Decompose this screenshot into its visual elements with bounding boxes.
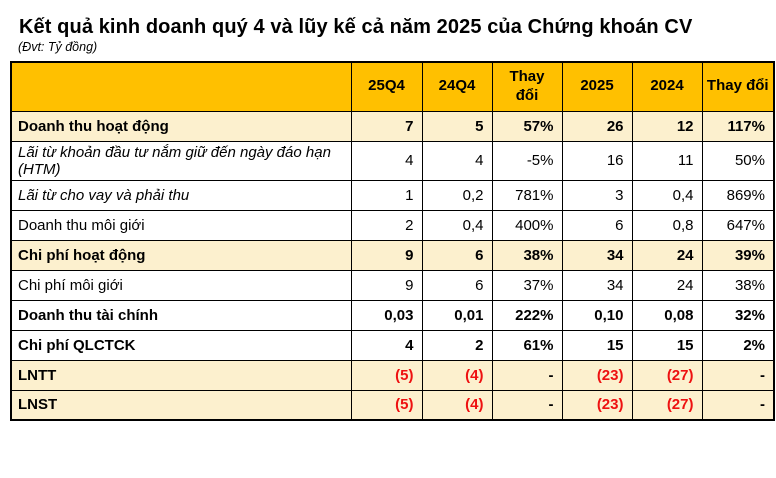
cell-value: 24	[631, 239, 703, 271]
cell-value: 32%	[701, 299, 775, 331]
cell-value: (27)	[631, 389, 703, 421]
cell-value: -5%	[491, 140, 563, 181]
row-label: Chi phí môi giới	[10, 269, 352, 301]
cell-value: -	[701, 359, 775, 391]
column-header-2024: 2024	[631, 61, 703, 112]
row-label: LNTT	[10, 359, 352, 391]
cell-value: 222%	[491, 299, 563, 331]
cell-value: 4	[350, 329, 423, 361]
table-header-row: 25Q4 24Q4 Thay đổi 2025 2024 Thay đổi	[10, 61, 775, 112]
table-row: LNTT (5) (4) - (23) (27) -	[10, 359, 775, 391]
cell-value: 6	[421, 269, 493, 301]
cell-value: 9	[350, 269, 423, 301]
row-label: Doanh thu môi giới	[10, 209, 352, 241]
cell-value: 117%	[701, 110, 775, 142]
cell-value: 0,10	[561, 299, 633, 331]
cell-value: (23)	[561, 359, 633, 391]
cell-value: 38%	[701, 269, 775, 301]
cell-value: -	[701, 389, 775, 421]
cell-value: 0,01	[421, 299, 493, 331]
cell-value: (4)	[421, 389, 493, 421]
cell-value: 2	[421, 329, 493, 361]
row-label: Doanh thu tài chính	[10, 299, 352, 331]
cell-value: 15	[631, 329, 703, 361]
table-row: Doanh thu tài chính 0,03 0,01 222% 0,10 …	[10, 299, 775, 331]
cell-value: 0,08	[631, 299, 703, 331]
row-label: Doanh thu hoạt động	[10, 110, 352, 142]
table-row: Lãi từ cho vay và phải thu 1 0,2 781% 3 …	[10, 179, 775, 211]
cell-value: 0,4	[421, 209, 493, 241]
cell-value: 781%	[491, 179, 563, 211]
table-row: Chi phí QLCTCK 4 2 61% 15 15 2%	[10, 329, 775, 361]
cell-value: (5)	[350, 389, 423, 421]
table-row: Chi phí môi giới 9 6 37% 34 24 38%	[10, 269, 775, 301]
cell-value: (27)	[631, 359, 703, 391]
cell-value: 0,03	[350, 299, 423, 331]
cell-value: 0,2	[421, 179, 493, 211]
cell-value: 50%	[701, 140, 775, 181]
cell-value: 39%	[701, 239, 775, 271]
cell-value: 57%	[491, 110, 563, 142]
cell-value: 0,4	[631, 179, 703, 211]
cell-value: 6	[561, 209, 633, 241]
cell-value: (5)	[350, 359, 423, 391]
cell-value: -	[491, 359, 563, 391]
cell-value: 3	[561, 179, 633, 211]
cell-value: 400%	[491, 209, 563, 241]
cell-value: 26	[561, 110, 633, 142]
cell-value: 61%	[491, 329, 563, 361]
cell-value: (4)	[421, 359, 493, 391]
column-header-2025: 2025	[561, 61, 633, 112]
cell-value: 37%	[491, 269, 563, 301]
cell-value: 12	[631, 110, 703, 142]
cell-value: (23)	[561, 389, 633, 421]
row-label: Lãi từ khoản đầu tư nắm giữ đến ngày đáo…	[10, 140, 352, 181]
column-header-change-y: Thay đổi	[701, 61, 775, 112]
cell-value: 0,8	[631, 209, 703, 241]
column-header-24q4: 24Q4	[421, 61, 493, 112]
cell-value: 34	[561, 269, 633, 301]
cell-value: 11	[631, 140, 703, 181]
cell-value: 38%	[491, 239, 563, 271]
row-label: LNST	[10, 389, 352, 421]
cell-value: 869%	[701, 179, 775, 211]
table-row: Lãi từ khoản đầu tư nắm giữ đến ngày đáo…	[10, 140, 775, 181]
column-header-change-q: Thay đổi	[491, 61, 563, 112]
cell-value: 2%	[701, 329, 775, 361]
table-row: Doanh thu hoạt động 7 5 57% 26 12 117%	[10, 110, 775, 142]
cell-value: 4	[421, 140, 493, 181]
cell-value: 15	[561, 329, 633, 361]
table-body: Doanh thu hoạt động 7 5 57% 26 12 117% L…	[10, 110, 775, 421]
unit-label: (Đvt: Tỷ đồng)	[18, 40, 98, 54]
cell-value: 6	[421, 239, 493, 271]
row-label: Chi phí hoạt động	[10, 239, 352, 271]
column-header-empty	[10, 61, 352, 112]
cell-value: 24	[631, 269, 703, 301]
cell-value: 2	[350, 209, 423, 241]
cell-value: -	[491, 389, 563, 421]
cell-value: 7	[350, 110, 423, 142]
cell-value: 16	[561, 140, 633, 181]
cell-value: 9	[350, 239, 423, 271]
row-label: Lãi từ cho vay và phải thu	[10, 179, 352, 211]
table-row: LNST (5) (4) - (23) (27) -	[10, 389, 775, 421]
cell-value: 1	[350, 179, 423, 211]
column-header-25q4: 25Q4	[350, 61, 423, 112]
table-row: Chi phí hoạt động 9 6 38% 34 24 39%	[10, 239, 775, 271]
cell-value: 5	[421, 110, 493, 142]
page-title: Kết quả kinh doanh quý 4 và lũy kế cả nă…	[19, 16, 693, 38]
cell-value: 4	[350, 140, 423, 181]
cell-value: 34	[561, 239, 633, 271]
results-table: 25Q4 24Q4 Thay đổi 2025 2024 Thay đổi Do…	[10, 61, 775, 421]
table-row: Doanh thu môi giới 2 0,4 400% 6 0,8 647%	[10, 209, 775, 241]
cell-value: 647%	[701, 209, 775, 241]
row-label: Chi phí QLCTCK	[10, 329, 352, 361]
